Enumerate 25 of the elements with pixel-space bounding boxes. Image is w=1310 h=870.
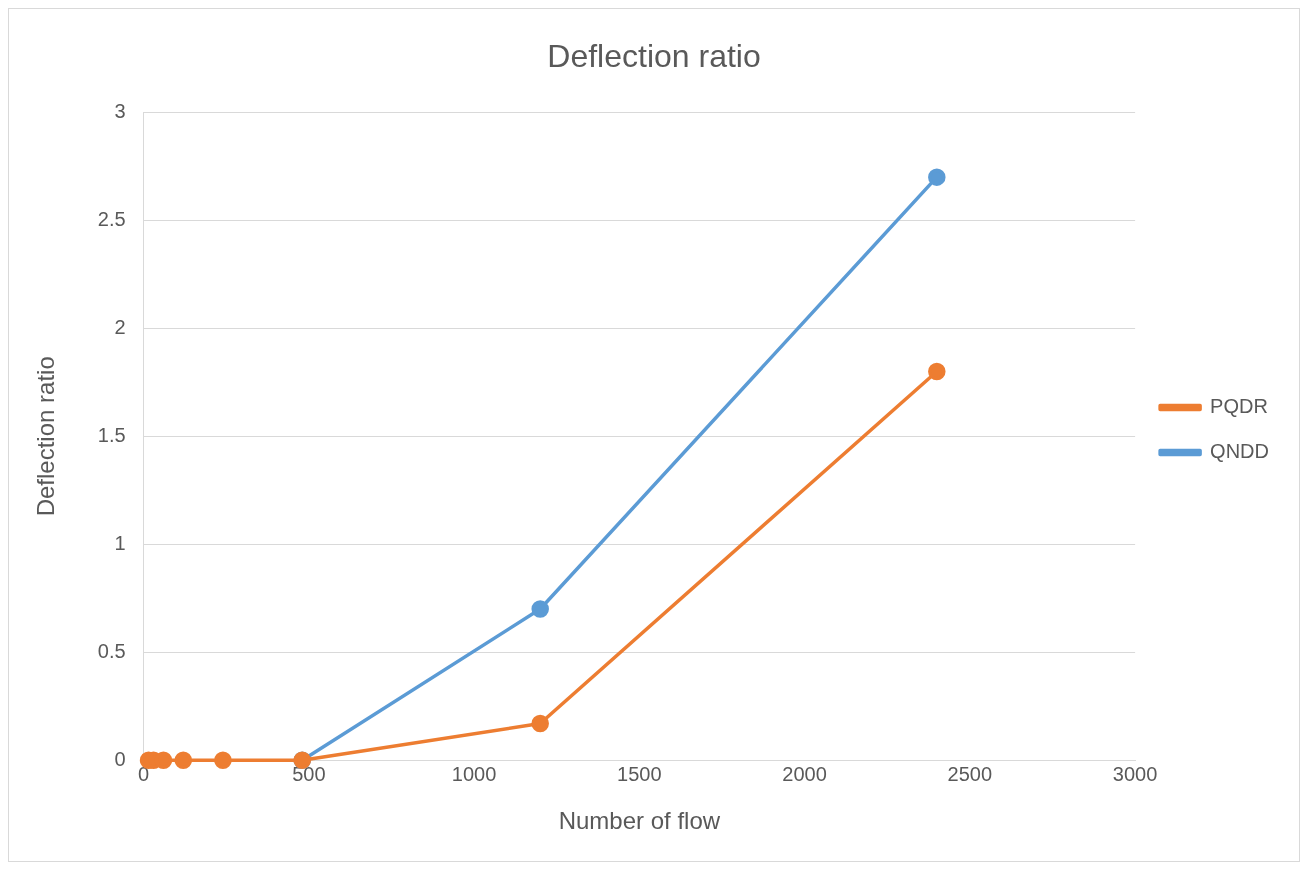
- point: [928, 168, 946, 186]
- legend-label: QNDD: [1210, 440, 1269, 463]
- y-tick-label: 1.5: [97, 423, 126, 446]
- x-tick-label: 0: [138, 762, 150, 785]
- y-tick-label: 2: [114, 315, 126, 338]
- point: [928, 362, 946, 381]
- chart-title: Deflection ratio: [547, 38, 761, 75]
- x-tick-label: 2000: [782, 762, 827, 785]
- point: [531, 600, 549, 618]
- y-tick-label: 0.5: [97, 639, 126, 662]
- y-tick-label: 1: [114, 531, 126, 554]
- legend-label: PQDR: [1210, 395, 1268, 418]
- x-tick-label: 500: [292, 762, 326, 785]
- point: [174, 751, 193, 769]
- y-tick-label: 3: [114, 99, 126, 122]
- y-tick-label: 2.5: [97, 207, 126, 230]
- point: [531, 714, 549, 733]
- point: [214, 751, 232, 769]
- y-axis-title: Deflection ratio: [32, 356, 60, 517]
- x-tick-label: 2500: [947, 762, 993, 785]
- x-tick-label: 1500: [617, 762, 662, 785]
- x-axis-title: Number of flow: [558, 807, 721, 835]
- y-tick-label: 0: [114, 747, 126, 770]
- x-tick-label: 3000: [1112, 762, 1158, 785]
- x-tick-label: 1000: [451, 762, 497, 785]
